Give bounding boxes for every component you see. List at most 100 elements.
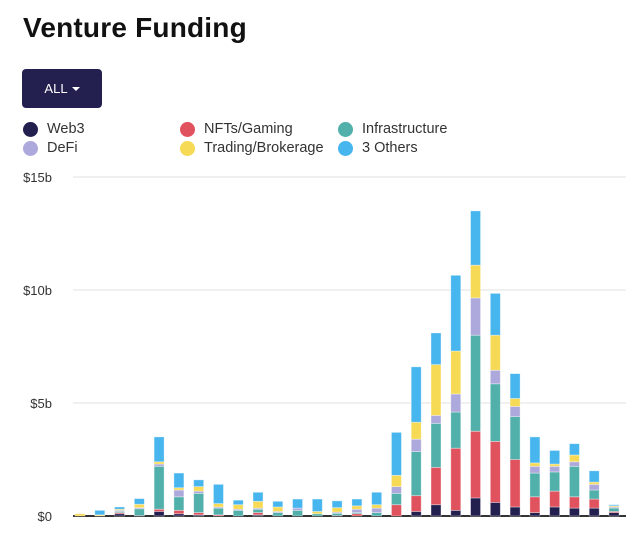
bar-segment-3-others[interactable] — [430, 332, 442, 365]
bar-segment-3-others[interactable] — [608, 504, 620, 507]
bar-segment-defi[interactable] — [529, 465, 541, 474]
bar-segment-web3[interactable] — [153, 511, 165, 517]
bar-stack[interactable] — [529, 436, 541, 517]
bar-stack[interactable] — [133, 498, 145, 517]
bar-stack[interactable] — [430, 332, 442, 517]
bar-segment-infrastructure[interactable] — [133, 508, 145, 516]
bar-segment-trading-brokerage[interactable] — [529, 462, 541, 467]
bar-segment-web3[interactable] — [549, 506, 561, 517]
bar-segment-defi[interactable] — [509, 405, 521, 417]
bar-stack[interactable] — [410, 366, 422, 517]
bar-segment-infrastructure[interactable] — [608, 507, 620, 512]
bar-stack[interactable] — [74, 513, 86, 517]
bar-segment-trading-brokerage[interactable] — [133, 503, 145, 509]
bar-segment-trading-brokerage[interactable] — [311, 511, 323, 515]
bar-segment-infrastructure[interactable] — [252, 508, 264, 514]
bar-segment-nfts-gaming[interactable] — [410, 495, 422, 512]
bar-segment-infrastructure[interactable] — [153, 465, 165, 510]
bar-stack[interactable] — [173, 472, 185, 517]
bar-stack[interactable] — [213, 483, 224, 517]
bar-segment-3-others[interactable] — [292, 498, 303, 509]
bar-segment-trading-brokerage[interactable] — [569, 454, 580, 463]
bar-stack[interactable] — [470, 210, 481, 517]
bar-stack[interactable] — [153, 436, 165, 517]
bar-segment-3-others[interactable] — [173, 472, 185, 489]
bar-segment-defi[interactable] — [450, 393, 462, 413]
bar-segment-trading-brokerage[interactable] — [410, 421, 422, 440]
bar-segment-web3[interactable] — [529, 512, 541, 517]
filter-dropdown-button[interactable]: ALL — [22, 69, 102, 108]
bar-stack[interactable] — [371, 491, 383, 517]
bar-segment-infrastructure[interactable] — [371, 512, 383, 517]
bar-segment-3-others[interactable] — [311, 498, 323, 512]
bar-segment-infrastructure[interactable] — [549, 471, 561, 492]
bar-segment-3-others[interactable] — [153, 436, 165, 463]
bar-segment-nfts-gaming[interactable] — [489, 441, 501, 503]
bar-segment-trading-brokerage[interactable] — [232, 504, 244, 510]
bar-segment-3-others[interactable] — [588, 470, 600, 483]
bar-segment-infrastructure[interactable] — [410, 451, 422, 497]
bar-stack[interactable] — [94, 509, 106, 517]
bar-segment-defi[interactable] — [489, 369, 501, 385]
bar-stack[interactable] — [331, 500, 343, 517]
bar-segment-trading-brokerage[interactable] — [331, 507, 343, 513]
legend-item[interactable]: NFTs/Gaming — [180, 121, 293, 137]
bar-segment-infrastructure[interactable] — [272, 512, 284, 517]
bar-segment-3-others[interactable] — [272, 500, 284, 508]
bar-segment-infrastructure[interactable] — [450, 411, 462, 449]
bar-segment-trading-brokerage[interactable] — [509, 398, 521, 407]
bar-stack[interactable] — [292, 498, 303, 517]
bar-stack[interactable] — [489, 292, 501, 517]
bar-segment-3-others[interactable] — [351, 498, 363, 507]
bar-segment-trading-brokerage[interactable] — [252, 500, 264, 509]
bar-segment-defi[interactable] — [272, 511, 284, 514]
bar-stack[interactable] — [311, 498, 323, 517]
bar-segment-web3[interactable] — [470, 497, 481, 517]
bar-segment-defi[interactable] — [588, 483, 600, 491]
bar-segment-infrastructure[interactable] — [391, 492, 402, 506]
bar-segment-infrastructure[interactable] — [232, 509, 244, 517]
bar-segment-3-others[interactable] — [529, 436, 541, 464]
bar-segment-infrastructure[interactable] — [213, 507, 224, 516]
bar-segment-infrastructure[interactable] — [173, 496, 185, 511]
bar-segment-trading-brokerage[interactable] — [351, 505, 363, 510]
bar-segment-defi[interactable] — [391, 486, 402, 494]
bar-segment-infrastructure[interactable] — [470, 334, 481, 432]
bar-segment-3-others[interactable] — [232, 499, 244, 506]
bar-segment-3-others[interactable] — [549, 450, 561, 465]
bar-segment-nfts-gaming[interactable] — [430, 467, 442, 506]
bar-segment-3-others[interactable] — [569, 443, 580, 456]
bar-segment-web3[interactable] — [588, 507, 600, 517]
bar-segment-web3[interactable] — [509, 506, 521, 517]
bar-segment-nfts-gaming[interactable] — [569, 496, 580, 509]
bar-segment-3-others[interactable] — [94, 509, 106, 516]
bar-segment-3-others[interactable] — [391, 431, 402, 476]
legend-item[interactable]: Trading/Brokerage — [180, 140, 324, 156]
bar-segment-defi[interactable] — [470, 297, 481, 336]
legend-item[interactable]: 3 Others — [338, 140, 418, 156]
bar-segment-web3[interactable] — [430, 504, 442, 517]
bar-segment-nfts-gaming[interactable] — [509, 459, 521, 508]
bar-stack[interactable] — [569, 443, 580, 517]
bar-stack[interactable] — [114, 506, 125, 517]
bar-segment-infrastructure[interactable] — [588, 489, 600, 500]
bar-segment-3-others[interactable] — [193, 479, 205, 488]
bar-segment-3-others[interactable] — [252, 491, 264, 502]
bar-segment-nfts-gaming[interactable] — [588, 498, 600, 509]
bar-segment-trading-brokerage[interactable] — [272, 506, 284, 512]
bar-stack[interactable] — [193, 479, 205, 517]
bar-segment-infrastructure[interactable] — [529, 472, 541, 498]
bar-segment-3-others[interactable] — [133, 498, 145, 505]
bar-segment-3-others[interactable] — [371, 491, 383, 506]
bar-segment-defi[interactable] — [173, 489, 185, 498]
bar-segment-3-others[interactable] — [331, 500, 343, 509]
bar-stack[interactable] — [509, 373, 521, 517]
bar-segment-3-others[interactable] — [489, 292, 501, 336]
bar-segment-infrastructure[interactable] — [292, 509, 303, 517]
bar-segment-trading-brokerage[interactable] — [193, 486, 205, 492]
bar-segment-trading-brokerage[interactable] — [489, 334, 501, 371]
bar-segment-trading-brokerage[interactable] — [450, 350, 462, 395]
bar-segment-defi[interactable] — [193, 490, 205, 494]
bar-segment-web3[interactable] — [410, 511, 422, 517]
bar-segment-3-others[interactable] — [410, 366, 422, 423]
